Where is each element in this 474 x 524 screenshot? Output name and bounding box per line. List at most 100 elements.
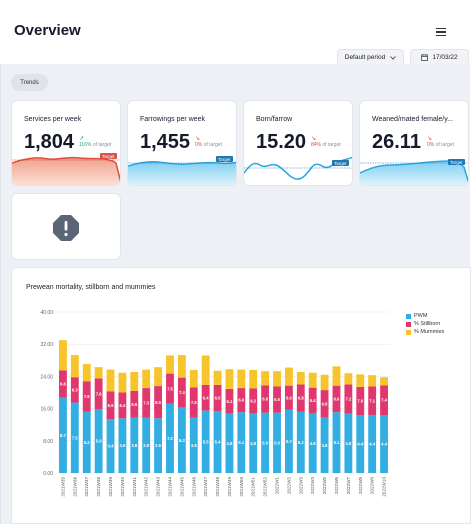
kpi-card-born-farrow[interactable]: Born/farrow 15.20 ↘ 84% of target Target bbox=[243, 100, 353, 186]
bar-segment-stillborn[interactable] bbox=[213, 384, 222, 412]
bar-segment-pwm[interactable] bbox=[344, 413, 353, 473]
bar-segment-pwm[interactable] bbox=[213, 411, 222, 473]
bar-segment-pwm[interactable] bbox=[249, 413, 258, 473]
bar-segment-pwm[interactable] bbox=[177, 407, 186, 473]
bar-segment-mummies[interactable] bbox=[320, 374, 329, 391]
bar-segment-stillborn[interactable] bbox=[106, 391, 115, 420]
data-label: 7.5 bbox=[191, 400, 197, 405]
x-tick-label: 2021W37 bbox=[84, 477, 89, 497]
bar-segment-stillborn[interactable] bbox=[225, 388, 234, 414]
bar-segment-pwm[interactable] bbox=[82, 411, 91, 473]
bar-segment-stillborn[interactable] bbox=[380, 385, 388, 416]
bar-segment-mummies[interactable] bbox=[166, 355, 174, 374]
kpi-card-weaned[interactable]: Weaned/mated female/y... 26.11 ↘ 0% of t… bbox=[359, 100, 469, 186]
bar-segment-mummies[interactable] bbox=[225, 369, 234, 389]
legend-item-stillborn[interactable]: % Stillborn bbox=[406, 320, 444, 328]
kpi-value: 1,455 bbox=[140, 131, 191, 153]
bar-segment-pwm[interactable] bbox=[332, 412, 341, 473]
bar-segment-pwm[interactable] bbox=[380, 415, 388, 473]
bar-segment-stillborn[interactable] bbox=[320, 390, 329, 418]
legend-item-pwm[interactable]: PWM bbox=[406, 312, 444, 320]
bar-segment-pwm[interactable] bbox=[106, 419, 115, 473]
bar-segment-pwm[interactable] bbox=[142, 417, 151, 473]
bar-segment-pwm[interactable] bbox=[59, 397, 67, 473]
bar-segment-pwm[interactable] bbox=[189, 417, 198, 473]
bar-segment-mummies[interactable] bbox=[82, 363, 91, 382]
bar-segment-mummies[interactable] bbox=[284, 367, 293, 386]
bar-segment-mummies[interactable] bbox=[237, 369, 246, 389]
bar-segment-stillborn[interactable] bbox=[296, 384, 305, 412]
bar-segment-pwm[interactable] bbox=[225, 413, 234, 473]
bar-segment-pwm[interactable] bbox=[320, 417, 329, 473]
bar-segment-mummies[interactable] bbox=[70, 355, 79, 378]
bar-segment-mummies[interactable] bbox=[94, 367, 103, 379]
bar-segment-stillborn[interactable] bbox=[356, 386, 365, 416]
bar-segment-pwm[interactable] bbox=[308, 413, 317, 473]
bar-segment-pwm[interactable] bbox=[261, 412, 270, 473]
bar-segment-pwm[interactable] bbox=[368, 415, 377, 473]
bar-segment-mummies[interactable] bbox=[106, 369, 115, 392]
bar-segment-stillborn[interactable] bbox=[308, 387, 317, 414]
bar-segment-stillborn[interactable] bbox=[368, 386, 377, 416]
kpi-card-services[interactable]: Services per week 1,804 ↗ 116% of target… bbox=[11, 100, 121, 186]
bar-segment-pwm[interactable] bbox=[201, 410, 210, 473]
bar-segment-pwm[interactable] bbox=[70, 402, 79, 473]
bar-segment-stillborn[interactable] bbox=[70, 377, 79, 403]
data-label: 5.1 bbox=[238, 440, 244, 445]
bar-segment-stillborn[interactable] bbox=[142, 388, 151, 418]
bar-segment-pwm[interactable] bbox=[356, 415, 365, 473]
bar-segment-mummies[interactable] bbox=[261, 371, 270, 386]
bar-segment-pwm[interactable] bbox=[296, 411, 305, 473]
bar-segment-mummies[interactable] bbox=[368, 375, 377, 387]
bar-segment-mummies[interactable] bbox=[380, 377, 388, 386]
bar-segment-stillborn[interactable] bbox=[59, 370, 67, 398]
bar-segment-stillborn[interactable] bbox=[82, 381, 91, 412]
bar-segment-mummies[interactable] bbox=[201, 355, 210, 385]
trends-tab[interactable]: Trends bbox=[11, 74, 48, 91]
bar-segment-mummies[interactable] bbox=[308, 372, 317, 388]
bar-segment-mummies[interactable] bbox=[177, 355, 186, 378]
bar-segment-mummies[interactable] bbox=[344, 373, 353, 385]
bar-segment-mummies[interactable] bbox=[213, 370, 222, 385]
kpi-delta: ↘ 0% of target bbox=[427, 136, 454, 148]
bar-segment-mummies[interactable] bbox=[332, 366, 341, 386]
bar-segment-pwm[interactable] bbox=[166, 403, 174, 473]
bar-segment-pwm[interactable] bbox=[130, 417, 139, 473]
bar-segment-pwm[interactable] bbox=[284, 409, 293, 473]
bar-segment-pwm[interactable] bbox=[273, 412, 281, 473]
x-tick-label: 2021W45 bbox=[179, 477, 184, 497]
bar-segment-mummies[interactable] bbox=[273, 371, 281, 387]
bar-segment-stillborn[interactable] bbox=[273, 386, 281, 413]
bar-segment-stillborn[interactable] bbox=[177, 377, 186, 408]
bar-segment-mummies[interactable] bbox=[130, 371, 139, 391]
bar-segment-stillborn[interactable] bbox=[166, 373, 174, 404]
kpi-card-farrowings[interactable]: Farrowings per week 1,455 ↘ 0% of target… bbox=[127, 100, 237, 186]
bar-segment-mummies[interactable] bbox=[356, 374, 365, 387]
bar-segment-pwm[interactable] bbox=[94, 409, 103, 473]
bar-segment-stillborn[interactable] bbox=[332, 385, 341, 413]
bar-segment-stillborn[interactable] bbox=[94, 378, 103, 410]
bar-segment-stillborn[interactable] bbox=[189, 387, 198, 418]
bar-segment-stillborn[interactable] bbox=[284, 385, 293, 410]
bar-segment-stillborn[interactable] bbox=[130, 390, 139, 418]
bar-segment-stillborn[interactable] bbox=[261, 385, 270, 413]
warning-card[interactable] bbox=[11, 193, 121, 260]
bar-segment-mummies[interactable] bbox=[142, 369, 151, 389]
bar-segment-mummies[interactable] bbox=[59, 340, 67, 371]
bar-segment-mummies[interactable] bbox=[154, 367, 163, 387]
bar-segment-stillborn[interactable] bbox=[154, 386, 163, 419]
bar-segment-stillborn[interactable] bbox=[249, 388, 258, 414]
bar-segment-pwm[interactable] bbox=[237, 412, 246, 473]
bar-segment-mummies[interactable] bbox=[118, 372, 127, 393]
menu-button[interactable] bbox=[432, 24, 450, 40]
bar-segment-stillborn[interactable] bbox=[118, 392, 127, 419]
bar-segment-pwm[interactable] bbox=[118, 418, 127, 473]
bar-segment-stillborn[interactable] bbox=[201, 384, 210, 411]
bar-segment-mummies[interactable] bbox=[249, 369, 258, 389]
legend-item-mummies[interactable]: % Mummies bbox=[406, 328, 444, 336]
bar-segment-mummies[interactable] bbox=[189, 369, 198, 388]
bar-segment-stillborn[interactable] bbox=[344, 384, 353, 414]
bar-segment-pwm[interactable] bbox=[154, 418, 163, 473]
bar-segment-mummies[interactable] bbox=[296, 371, 305, 385]
bar-segment-stillborn[interactable] bbox=[237, 388, 246, 413]
